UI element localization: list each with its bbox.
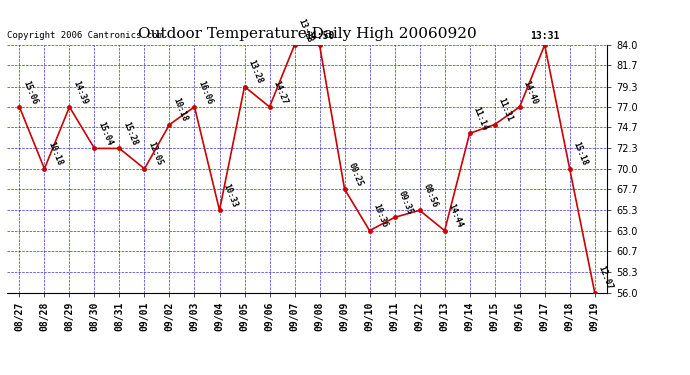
Text: 15:28: 15:28 xyxy=(121,120,139,147)
Text: 15:04: 15:04 xyxy=(97,120,114,147)
Text: 10:36: 10:36 xyxy=(372,203,389,229)
Text: 11:14: 11:14 xyxy=(472,105,489,132)
Text: 14:39: 14:39 xyxy=(72,79,89,105)
Text: 00:25: 00:25 xyxy=(346,161,364,188)
Text: 10:18: 10:18 xyxy=(46,141,64,167)
Text: 12:07: 12:07 xyxy=(597,265,614,291)
Text: 14:44: 14:44 xyxy=(446,203,464,229)
Text: 14:50: 14:50 xyxy=(305,31,334,40)
Text: 13:28: 13:28 xyxy=(297,17,314,44)
Text: 08:56: 08:56 xyxy=(422,182,440,209)
Text: 10:18: 10:18 xyxy=(172,97,189,123)
Text: 12:05: 12:05 xyxy=(146,141,164,167)
Text: 15:06: 15:06 xyxy=(21,79,39,105)
Text: 14:27: 14:27 xyxy=(272,79,289,105)
Text: 15:18: 15:18 xyxy=(572,141,589,167)
Text: 13:28: 13:28 xyxy=(246,58,264,85)
Text: 14:40: 14:40 xyxy=(522,79,540,105)
Text: 10:33: 10:33 xyxy=(221,182,239,209)
Text: 13:31: 13:31 xyxy=(530,31,560,40)
Text: 09:35: 09:35 xyxy=(397,189,414,216)
Title: Outdoor Temperature Daily High 20060920: Outdoor Temperature Daily High 20060920 xyxy=(138,27,476,41)
Text: 11:31: 11:31 xyxy=(497,97,514,123)
Text: 16:06: 16:06 xyxy=(197,79,214,105)
Text: Copyright 2006 Cantronics.com: Copyright 2006 Cantronics.com xyxy=(7,31,163,40)
